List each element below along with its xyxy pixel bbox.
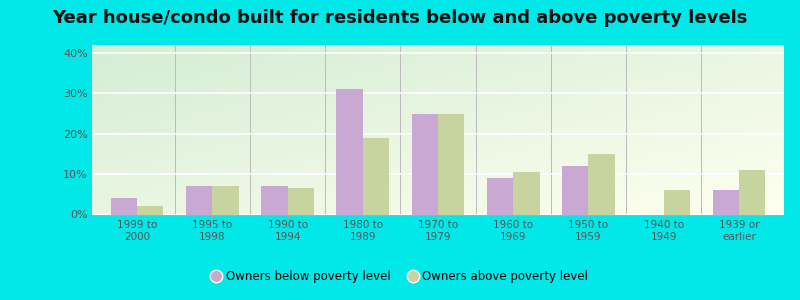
- Bar: [287, 188, 314, 214]
- Bar: [739, 170, 765, 214]
- Bar: [412, 114, 438, 214]
- Bar: [362, 138, 389, 214]
- Bar: [262, 186, 287, 214]
- Bar: [186, 186, 212, 214]
- Bar: [562, 166, 589, 214]
- Bar: [487, 178, 514, 214]
- Bar: [438, 114, 464, 214]
- Bar: [514, 172, 539, 214]
- Bar: [111, 198, 137, 214]
- Bar: [713, 190, 739, 214]
- Legend: Owners below poverty level, Owners above poverty level: Owners below poverty level, Owners above…: [207, 266, 593, 288]
- Bar: [137, 206, 163, 214]
- Bar: [664, 190, 690, 214]
- Bar: [589, 154, 614, 214]
- Bar: [337, 89, 362, 214]
- Bar: [212, 186, 238, 214]
- Text: Year house/condo built for residents below and above poverty levels: Year house/condo built for residents bel…: [52, 9, 748, 27]
